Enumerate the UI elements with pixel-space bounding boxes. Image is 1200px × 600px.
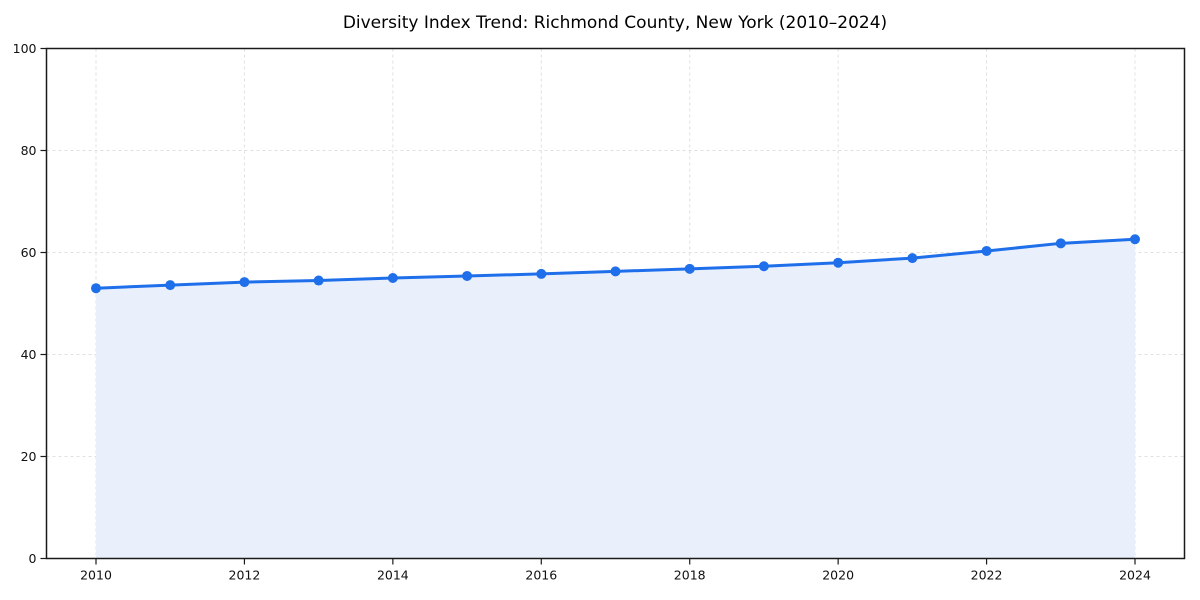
data-point [536,268,547,279]
data-point [1055,238,1066,249]
y-tick-label: 100 [13,41,37,56]
data-point [165,280,176,291]
x-tick-label: 2024 [1119,568,1151,583]
data-point [907,253,918,264]
x-tick-label: 2020 [822,568,854,583]
y-tick-label: 40 [21,347,37,362]
data-point [981,245,992,256]
x-tick-label: 2022 [971,568,1003,583]
data-point [313,275,324,286]
data-point [610,266,621,277]
x-tick-label: 2010 [80,568,112,583]
area-fill [96,239,1135,559]
chart-title: Diversity Index Trend: Richmond County, … [342,13,888,33]
y-tick-label: 20 [21,449,37,464]
y-tick-label: 0 [29,551,37,566]
data-point [239,277,250,288]
plot-box [45,47,1186,560]
data-point [462,270,473,281]
y-tick-label: 80 [21,143,37,158]
x-tick-label: 2016 [525,568,557,583]
y-tick-label: 60 [21,245,37,260]
data-point [833,257,844,268]
x-tick-label: 2014 [377,568,409,583]
data-point [1130,234,1140,245]
data-point [758,261,769,272]
data-point [91,283,101,294]
x-tick-label: 2012 [229,568,261,583]
x-tick-label: 2018 [674,568,706,583]
data-point [684,263,695,274]
data-point [387,273,398,283]
